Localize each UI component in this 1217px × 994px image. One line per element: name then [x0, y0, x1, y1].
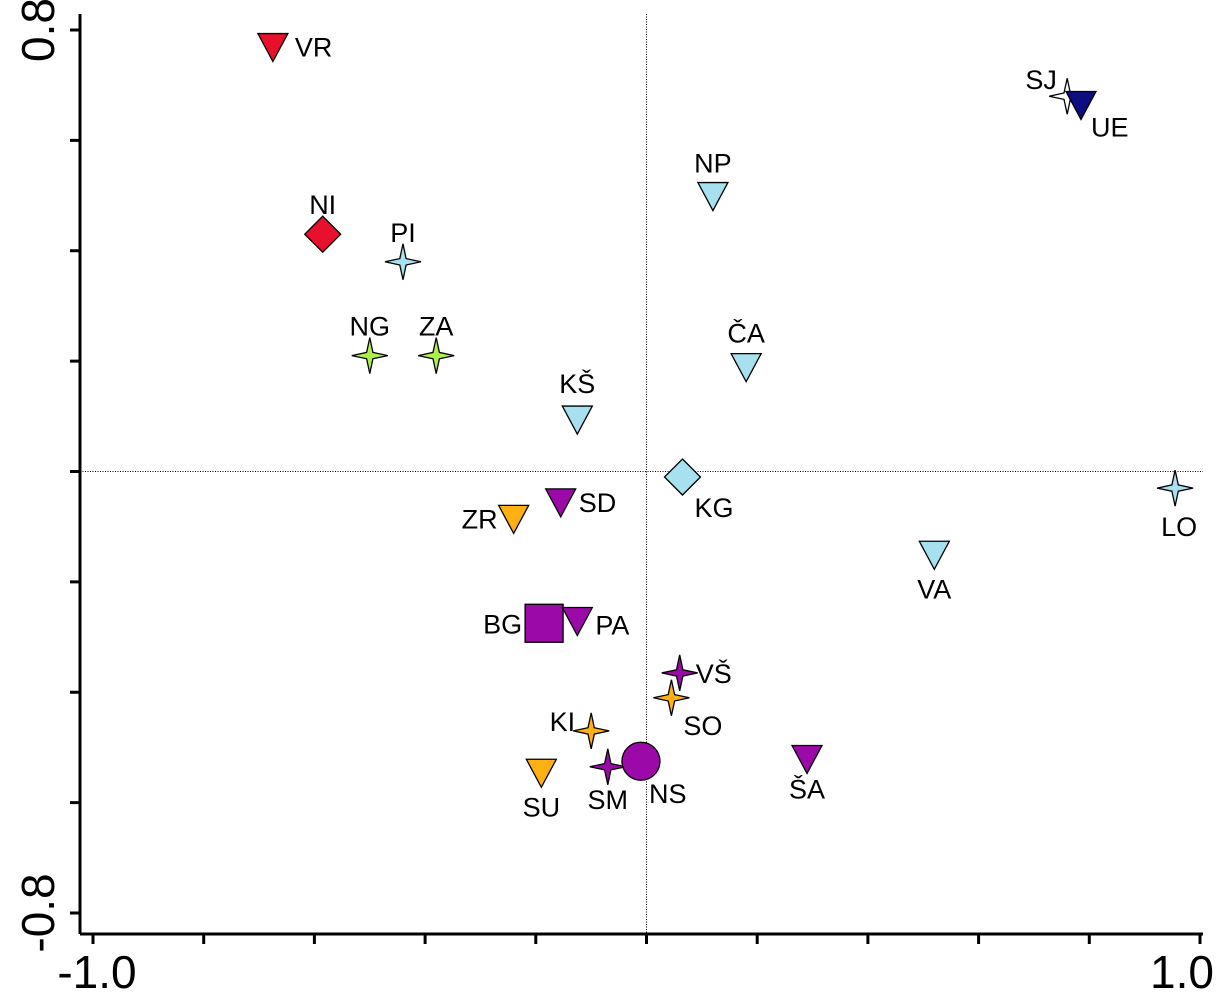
point-label-ZA: ZA [419, 312, 454, 342]
point-label-SD: SD [579, 488, 617, 518]
point-label-SO: SO [683, 711, 722, 741]
x-tick-label-right: 1.0 [1150, 946, 1214, 994]
point-VR [256, 32, 289, 63]
point-label-SJ: SJ [1025, 65, 1057, 95]
point-NP [696, 181, 730, 212]
point-PI [384, 243, 422, 280]
point-label-ŠA: ŠA [789, 773, 825, 804]
point-label-VŠ: VŠ [696, 658, 732, 689]
point-BG [524, 603, 564, 643]
point-NS [621, 741, 661, 781]
point-label-PI: PI [390, 218, 416, 248]
point-label-BG: BG [483, 609, 522, 639]
point-VŠ [661, 654, 698, 692]
point-KI [573, 712, 610, 750]
point-SO [653, 679, 690, 716]
axes: 0.8 -0.8-1.0 1.0 [12, 0, 1214, 994]
x-tick-label-left: -1.0 [57, 946, 136, 994]
point-KŠ [561, 405, 594, 436]
point-SD [544, 488, 577, 519]
point-label-NG: NG [350, 312, 391, 342]
point-ZA [418, 337, 455, 374]
y-tick-label-bottom: -0.8 [12, 873, 64, 952]
point-UE [1064, 90, 1098, 121]
point-PA [561, 606, 594, 637]
point-label-NP: NP [694, 149, 732, 179]
point-label-VR: VR [295, 33, 333, 63]
point-ŠA [790, 744, 824, 775]
point-ZR [497, 504, 530, 535]
point-label-KG: KG [694, 493, 733, 523]
point-label-KŠ: KŠ [559, 368, 595, 399]
point-label-SU: SU [523, 792, 561, 822]
point-ČA [730, 352, 763, 384]
point-label-KI: KI [550, 707, 576, 737]
point-SU [525, 758, 558, 789]
point-label-UE: UE [1091, 113, 1129, 143]
data-points [256, 32, 1194, 789]
point-label-NI: NI [309, 190, 336, 220]
point-VA [918, 540, 951, 571]
point-label-VA: VA [917, 574, 951, 604]
point-label-ČA: ČA [727, 318, 765, 349]
point-LO [1156, 469, 1194, 507]
point-NI [303, 215, 342, 254]
y-tick-label-top: 0.8 [12, 0, 64, 62]
point-labels: VR NI PI NG ZA KŠ NP ČA SJ UE KG LO VA SD ZR BG PA VŠ SO KI… [295, 33, 1197, 823]
point-label-SM: SM [588, 785, 629, 815]
point-label-NS: NS [649, 779, 687, 809]
point-label-LO: LO [1161, 512, 1197, 542]
point-label-ZR: ZR [462, 504, 498, 534]
reference-lines [80, 14, 1203, 934]
point-NG [351, 337, 388, 374]
point-KG [663, 458, 702, 496]
point-SM [589, 748, 626, 785]
point-label-PA: PA [595, 611, 629, 641]
